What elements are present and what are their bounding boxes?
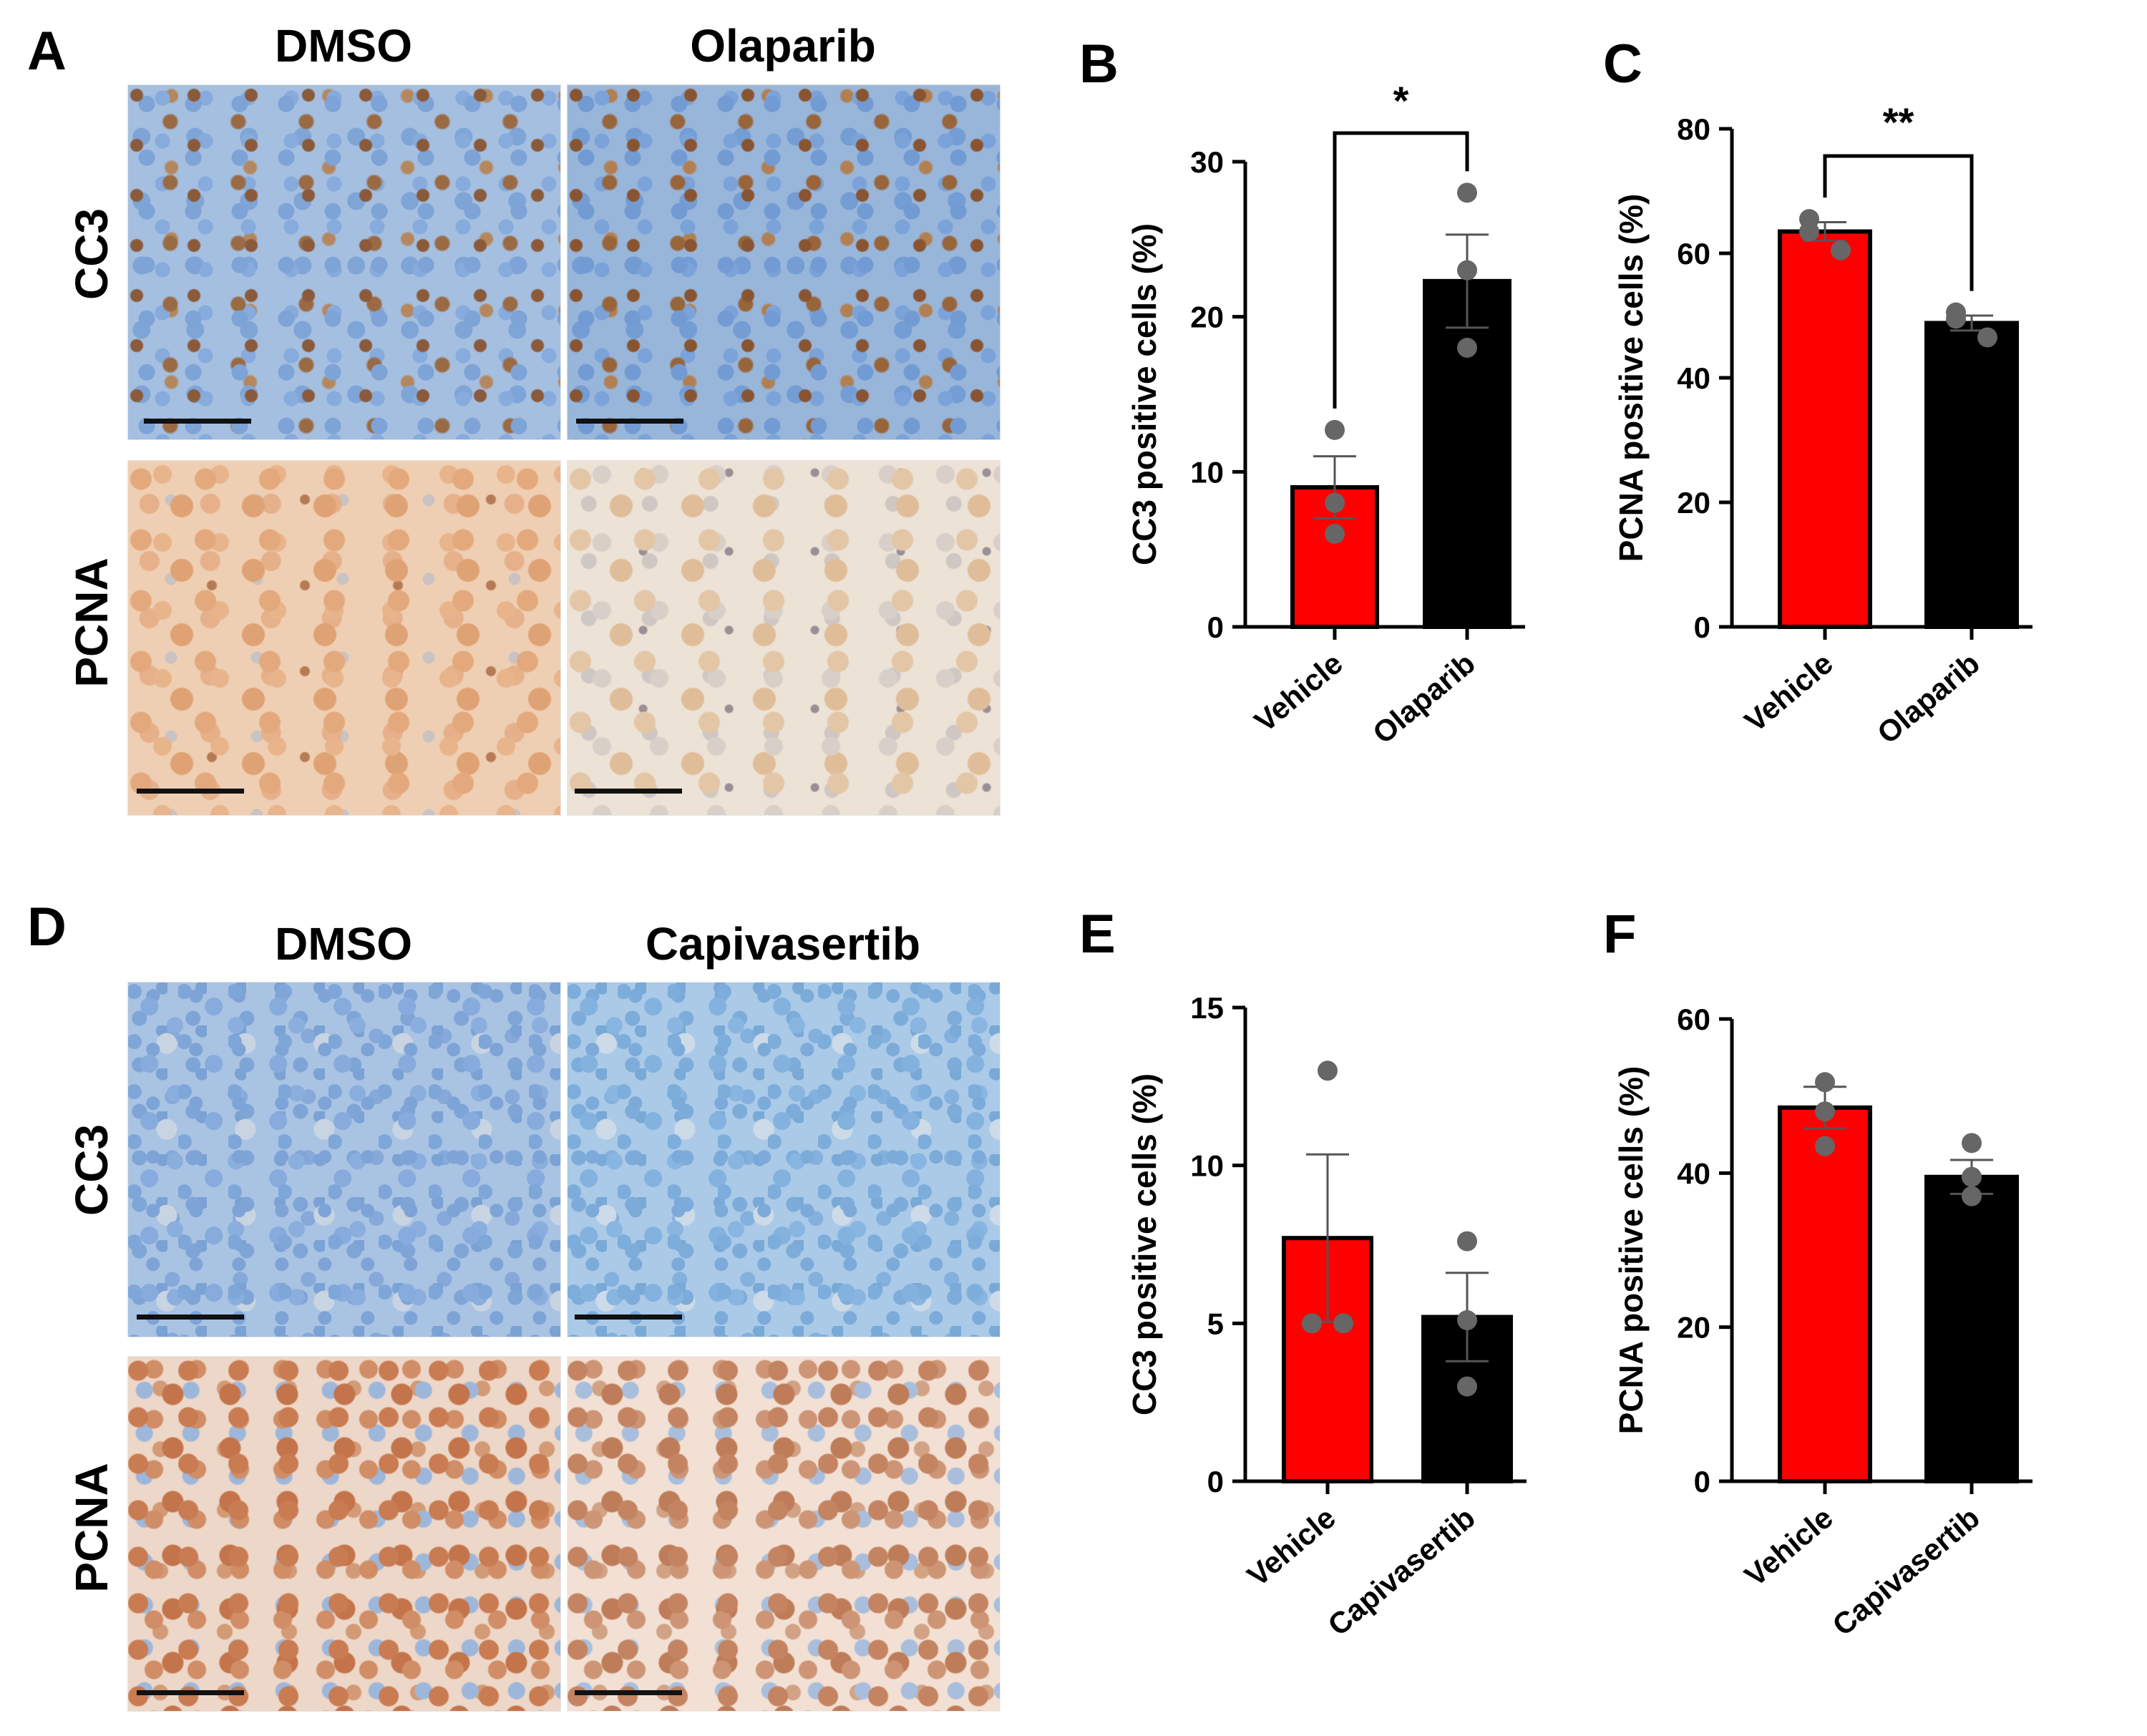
scale-bar bbox=[137, 1315, 244, 1320]
chart-e: 0 5 10 15 CC3 positive cells (%) VehicleCapiv… bbox=[1126, 991, 1527, 1642]
column-title-olaparib: Olaparib bbox=[690, 20, 876, 72]
row-label-cc3-a: CC3 bbox=[66, 208, 117, 301]
chart-c: 0 20 40 60 80 PCNA positive cells (%) Vehicle O… bbox=[1612, 99, 2032, 751]
panel-letter-e: E bbox=[1079, 904, 1116, 965]
micrograph-cc3-dmso-a bbox=[127, 84, 561, 440]
panel-letter-f: F bbox=[1603, 904, 1637, 965]
category-label: Capivasertib bbox=[1321, 1501, 1481, 1642]
data-point bbox=[1962, 1186, 1982, 1206]
significance-bracket bbox=[1333, 131, 1469, 409]
data-point bbox=[1815, 1072, 1835, 1093]
scale-bar bbox=[137, 1690, 244, 1695]
row-label-pcna-a: PCNA bbox=[66, 557, 117, 688]
y-tick-label: 20 bbox=[1677, 486, 1710, 520]
y-tick-label: 20 bbox=[1677, 1311, 1710, 1345]
data-point bbox=[1333, 1313, 1353, 1334]
micrograph-pcna-dmso-d bbox=[127, 1356, 561, 1712]
category-label: Vehicle bbox=[1241, 1501, 1342, 1593]
column-title-dmso-a: DMSO bbox=[275, 20, 412, 72]
data-point bbox=[1962, 1133, 1982, 1154]
data-point bbox=[1302, 1313, 1322, 1334]
category-label: Capivasertib bbox=[1826, 1501, 1985, 1642]
data-point bbox=[1457, 1310, 1477, 1330]
panel-letter-d: D bbox=[27, 897, 67, 957]
y-axis-label: CC3 positive cells (%) bbox=[1126, 1073, 1163, 1415]
category-label: Vehicle bbox=[1738, 646, 1839, 738]
micrograph-pcna-capivasertib bbox=[567, 1356, 1001, 1712]
panel-letter-a: A bbox=[27, 21, 67, 82]
scale-bar bbox=[575, 1690, 682, 1695]
y-tick-label: 5 bbox=[1207, 1307, 1224, 1340]
y-tick-label: 0 bbox=[1694, 1465, 1710, 1498]
significance-bracket bbox=[1823, 154, 1974, 291]
micrograph-cc3-dmso-d bbox=[127, 982, 561, 1337]
y-axis-label: CC3 positive cells (%) bbox=[1126, 223, 1163, 565]
y-tick-label: 30 bbox=[1190, 145, 1224, 179]
scale-bar bbox=[575, 1315, 682, 1320]
y-tick-label: 0 bbox=[1207, 610, 1224, 644]
chart-b: 0 10 20 30 CC3 positive cells (%) Vehicle Olap… bbox=[1126, 78, 1525, 751]
chart-f: 0 20 40 60 PCNA positive cells (%) VehicleCap… bbox=[1612, 1003, 2032, 1642]
data-point bbox=[1799, 221, 1819, 242]
bar-capivasertib bbox=[1924, 1174, 2019, 1483]
y-tick-label: 10 bbox=[1190, 1149, 1224, 1183]
data-point bbox=[1815, 1136, 1835, 1156]
data-point bbox=[1977, 327, 1997, 348]
scale-bar bbox=[576, 419, 683, 424]
y-tick-label: 15 bbox=[1190, 991, 1224, 1025]
data-point bbox=[1325, 524, 1345, 544]
bar-olaparib bbox=[1423, 278, 1511, 629]
row-label-cc3-d: CC3 bbox=[66, 1123, 117, 1216]
data-point bbox=[1831, 240, 1851, 260]
bar-vehicle bbox=[1778, 229, 1872, 630]
bar-vehicle bbox=[1778, 1105, 1872, 1484]
scale-bar bbox=[144, 419, 251, 424]
micrograph-cc3-capivasertib bbox=[567, 982, 1001, 1337]
row-label-pcna-d: PCNA bbox=[66, 1463, 117, 1593]
y-tick-label: 40 bbox=[1677, 1156, 1710, 1190]
category-label: Vehicle bbox=[1248, 646, 1349, 738]
significance-label: * bbox=[1393, 78, 1409, 123]
data-point bbox=[1946, 308, 1966, 329]
data-point bbox=[1325, 492, 1345, 513]
y-tick-label: 40 bbox=[1677, 361, 1710, 395]
column-title-dmso-d: DMSO bbox=[275, 918, 412, 970]
y-axis-label: PCNA positive cells (%) bbox=[1612, 194, 1650, 562]
data-point bbox=[1815, 1101, 1835, 1122]
y-tick-label: 0 bbox=[1207, 1465, 1224, 1498]
data-point bbox=[1457, 1231, 1477, 1252]
panel-letter-b: B bbox=[1079, 34, 1119, 94]
data-point bbox=[1457, 338, 1477, 358]
column-title-capivasertib: Capivasertib bbox=[645, 918, 921, 970]
scale-bar bbox=[137, 789, 244, 794]
y-tick-label: 20 bbox=[1190, 301, 1224, 334]
category-label: Olaparib bbox=[1871, 646, 1986, 751]
category-label: Vehicle bbox=[1738, 1501, 1839, 1593]
bar-vehicle bbox=[1282, 1236, 1373, 1483]
panel-letter-c: C bbox=[1603, 34, 1642, 94]
data-point bbox=[1457, 1376, 1477, 1397]
category-label: Olaparib bbox=[1366, 646, 1481, 751]
y-tick-label: 60 bbox=[1677, 237, 1710, 270]
bar-olaparib bbox=[1924, 321, 2019, 629]
y-tick-label: 0 bbox=[1694, 610, 1710, 644]
y-tick-label: 80 bbox=[1677, 112, 1710, 146]
data-point bbox=[1457, 260, 1477, 281]
micrograph-pcna-olaparib bbox=[567, 460, 1001, 816]
y-tick-label: 10 bbox=[1190, 455, 1224, 489]
micrograph-cc3-olaparib bbox=[567, 84, 1001, 440]
significance-label: ** bbox=[1883, 99, 1914, 145]
y-tick-label: 60 bbox=[1677, 1003, 1710, 1036]
y-axis-label: PCNA positive cells (%) bbox=[1612, 1066, 1650, 1435]
micrograph-pcna-dmso-a bbox=[127, 460, 561, 816]
data-point bbox=[1457, 182, 1477, 203]
data-point bbox=[1318, 1060, 1338, 1081]
data-point bbox=[1962, 1166, 1982, 1187]
scale-bar bbox=[575, 789, 682, 794]
data-point bbox=[1325, 419, 1345, 440]
